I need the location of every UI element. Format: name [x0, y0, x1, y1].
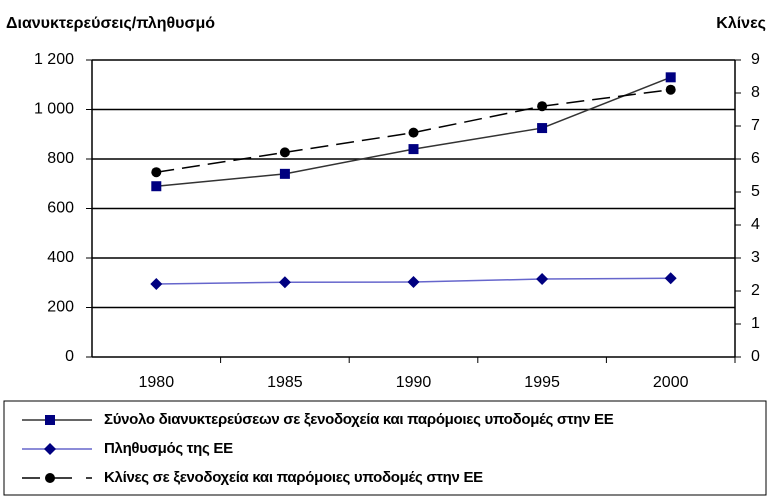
marker	[45, 473, 55, 483]
y2-tick-label: 9	[751, 51, 760, 68]
y-tick-label: 1 200	[34, 51, 74, 68]
marker	[150, 277, 163, 290]
y-tick-label: 1 000	[34, 101, 74, 118]
marker	[407, 276, 420, 289]
marker	[279, 147, 290, 158]
y-axis-title: Διανυκτερεύσεις/πληθυσμό	[6, 15, 215, 32]
x-tick-label: 2000	[653, 374, 689, 391]
marker	[536, 273, 549, 286]
marker	[665, 84, 676, 95]
y2-axis-title: Κλίνες	[716, 15, 766, 32]
y2-tick-label: 7	[751, 117, 760, 134]
marker	[151, 181, 162, 192]
x-tick-label: 1980	[139, 374, 175, 391]
x-tick-label: 1990	[396, 374, 432, 391]
y2-tick-label: 4	[751, 216, 760, 233]
legend-label: Σύνολο διανυκτερεύσεων σε ξενοδοχεία και…	[104, 411, 614, 428]
marker	[279, 168, 290, 179]
y2-tick-label: 2	[751, 282, 760, 299]
legend-box	[3, 400, 767, 496]
marker	[408, 144, 419, 155]
marker	[151, 167, 162, 178]
marker	[44, 443, 56, 455]
y2-tick-label: 0	[751, 348, 760, 365]
marker	[665, 72, 676, 83]
marker	[664, 272, 677, 285]
legend-label: Κλίνες σε ξενοδοχεία και παρόμοιες υποδο…	[104, 469, 483, 486]
y2-tick-label: 3	[751, 249, 760, 266]
y-tick-label: 200	[47, 299, 74, 316]
y2-tick-label: 6	[751, 150, 760, 167]
legend-label: Πληθυσμός της ΕΕ	[104, 440, 233, 457]
x-tick-label: 1985	[267, 374, 303, 391]
y-tick-label: 800	[47, 150, 74, 167]
y-tick-label: 0	[65, 348, 74, 365]
y-tick-label: 400	[47, 249, 74, 266]
y-tick-label: 600	[47, 200, 74, 217]
x-tick-label: 1995	[524, 374, 560, 391]
y2-tick-label: 1	[751, 315, 760, 332]
y2-tick-label: 5	[751, 183, 760, 200]
marker	[537, 101, 548, 112]
marker	[278, 276, 291, 289]
marker	[537, 123, 548, 134]
y2-tick-label: 8	[751, 84, 760, 101]
marker	[45, 415, 55, 425]
marker	[408, 127, 419, 138]
